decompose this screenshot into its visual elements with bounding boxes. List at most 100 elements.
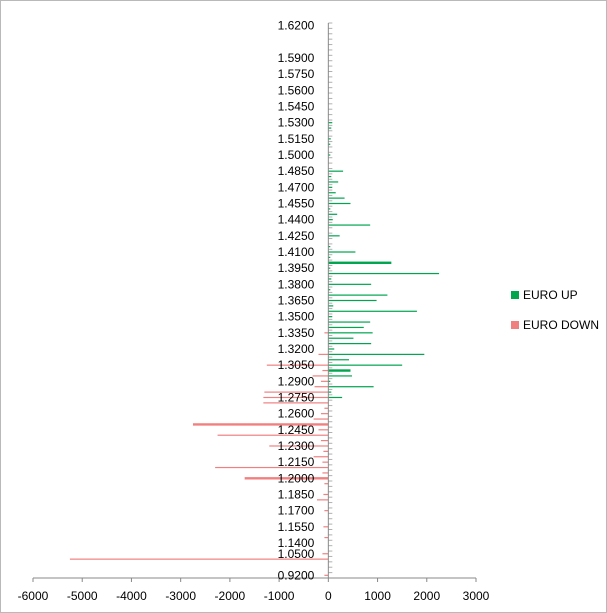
bar-euro-down bbox=[322, 553, 329, 555]
bar-euro-down bbox=[215, 466, 329, 469]
bar-euro-up bbox=[328, 197, 345, 199]
bar-euro-down bbox=[322, 461, 329, 463]
bar-euro-up bbox=[328, 224, 371, 226]
bar-euro-up bbox=[328, 337, 354, 339]
bar-euro-up bbox=[328, 175, 332, 178]
y-tick-label: 1.5300 bbox=[278, 116, 315, 130]
bar-euro-down bbox=[323, 493, 329, 496]
bar-euro-up bbox=[328, 353, 425, 355]
bar-euro-up bbox=[328, 208, 331, 210]
bar-euro-down bbox=[269, 445, 329, 447]
bar-euro-up bbox=[328, 321, 371, 323]
legend-label-up: EURO UP bbox=[523, 288, 578, 302]
y-tick-label: 1.3950 bbox=[278, 261, 315, 275]
bar-euro-down bbox=[320, 439, 329, 442]
bar-euro-down bbox=[324, 510, 329, 512]
bar-euro-down bbox=[313, 456, 329, 458]
y-tick-label: 0.9200 bbox=[278, 568, 315, 582]
bar-euro-down bbox=[320, 413, 329, 415]
legend-item-down: EURO DOWN bbox=[511, 317, 599, 333]
bar-euro-up bbox=[328, 386, 374, 388]
bar-euro-up bbox=[328, 343, 372, 345]
bar-euro-up bbox=[328, 186, 333, 188]
bar-euro-up bbox=[328, 272, 440, 275]
bar-euro-up bbox=[328, 310, 417, 312]
y-tick-label: 1.4400 bbox=[278, 213, 315, 227]
bar-euro-up bbox=[328, 396, 343, 399]
y-tick-label: 1.2450 bbox=[278, 423, 315, 437]
bar-euro-up bbox=[328, 138, 331, 140]
x-tick-label: -4000 bbox=[116, 589, 147, 603]
bar-euro-up bbox=[328, 219, 333, 221]
x-tick-label: -1000 bbox=[264, 589, 295, 603]
bar-euro-down bbox=[317, 499, 329, 501]
bar-euro-up bbox=[328, 375, 352, 377]
y-tick-label: 1.5600 bbox=[278, 83, 315, 97]
bar-euro-up bbox=[328, 202, 351, 205]
y-tick-label: 1.5150 bbox=[278, 132, 315, 146]
bar-euro-down bbox=[318, 353, 329, 355]
y-tick-label: 1.5900 bbox=[278, 51, 315, 65]
y-tick-label: 1.2150 bbox=[278, 455, 315, 469]
y-tick-label: 1.4550 bbox=[278, 197, 315, 211]
y-tick-label: 1.3800 bbox=[278, 277, 315, 291]
bar-euro-up bbox=[328, 294, 388, 296]
x-axis-ticks: -6000 -5000 -4000 -3000 -2000 -1000 0 1000 2000 3… bbox=[18, 578, 490, 603]
y-axis-minor-ticks bbox=[328, 22, 333, 574]
bar-euro-up bbox=[328, 369, 351, 372]
bar-euro-up bbox=[328, 170, 344, 172]
bar-euro-up bbox=[328, 251, 356, 253]
bar-euro-down bbox=[264, 391, 329, 393]
bar-euro-up bbox=[328, 332, 373, 334]
bar-euro-up bbox=[328, 181, 339, 183]
legend-swatch-up bbox=[511, 291, 519, 299]
y-tick-label: 1.3350 bbox=[278, 326, 315, 340]
y-tick-label: 1.3050 bbox=[278, 358, 315, 372]
y-tick-label: 1.2600 bbox=[278, 407, 315, 421]
bar-euro-down bbox=[324, 332, 329, 334]
y-tick-label: 1.3200 bbox=[278, 342, 315, 356]
y-tick-label: 1.2750 bbox=[278, 390, 315, 404]
x-tick-label: 1000 bbox=[364, 589, 391, 603]
y-tick-label: 1.4100 bbox=[278, 245, 315, 259]
bar-euro-up bbox=[328, 235, 340, 237]
bar-euro-up bbox=[328, 192, 336, 194]
bar-euro-down bbox=[324, 536, 329, 539]
bar-euro-up bbox=[328, 278, 332, 280]
x-tick-label: 3000 bbox=[463, 589, 490, 603]
bar-euro-up bbox=[328, 122, 333, 124]
x-tick-label: -6000 bbox=[18, 589, 49, 603]
x-tick-label: -2000 bbox=[215, 589, 246, 603]
bar-euro-up bbox=[328, 256, 331, 258]
bar-euro-down bbox=[314, 386, 329, 388]
bar-euro-down bbox=[312, 375, 329, 377]
y-tick-label: 1.4850 bbox=[278, 164, 315, 178]
bar-euro-up bbox=[328, 283, 372, 285]
x-tick-label: 0 bbox=[325, 589, 332, 603]
y-tick-label: 1.5000 bbox=[278, 148, 315, 162]
y-tick-label: 1.5750 bbox=[278, 67, 315, 81]
bar-euro-down bbox=[318, 429, 329, 431]
bar-euro-down bbox=[320, 380, 329, 382]
y-tick-label: 1.1400 bbox=[278, 536, 315, 550]
bar-euro-up bbox=[328, 246, 331, 248]
bar-euro-down bbox=[192, 423, 329, 426]
legend-label-down: EURO DOWN bbox=[523, 318, 599, 332]
y-tick-label: 1.6200 bbox=[278, 19, 315, 33]
y-tick-label: 1.1550 bbox=[278, 520, 315, 534]
bar-euro-down bbox=[69, 558, 329, 560]
bar-euro-down bbox=[324, 574, 329, 576]
y-tick-label: 1.2000 bbox=[278, 471, 315, 485]
bar-euro-up bbox=[328, 348, 335, 350]
bar-euro-down bbox=[324, 483, 329, 485]
bar-euro-up bbox=[328, 299, 377, 302]
x-tick-label: 2000 bbox=[413, 589, 440, 603]
x-tick-label: -5000 bbox=[67, 589, 98, 603]
bars-layer bbox=[69, 122, 440, 576]
y-tick-label: 1.4700 bbox=[278, 180, 315, 194]
y-tick-label: 1.0500 bbox=[278, 547, 315, 561]
bar-euro-up bbox=[328, 364, 403, 366]
bar-euro-down bbox=[263, 396, 329, 399]
